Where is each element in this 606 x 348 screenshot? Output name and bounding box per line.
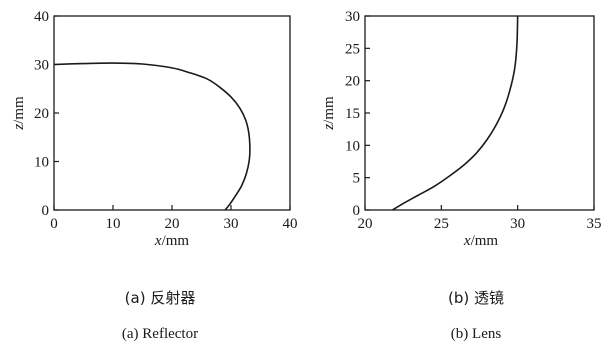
x-tick-label: 10 xyxy=(106,216,121,232)
lens-profile-line xyxy=(392,15,519,211)
y-axis-label: z/mm xyxy=(11,96,27,131)
y-tick-label: 30 xyxy=(345,9,360,25)
y-tick-label: 15 xyxy=(345,106,360,122)
x-axis-label: x/mm xyxy=(463,233,499,249)
y-tick-label: 0 xyxy=(42,203,50,219)
reflector-profile-line xyxy=(53,62,251,211)
plot-frame xyxy=(364,15,595,211)
x-axis-unit: /mm xyxy=(471,233,499,249)
y-tick-label: 0 xyxy=(353,203,361,219)
y-axis-unit: /mm xyxy=(11,96,27,124)
plot-frame xyxy=(53,15,291,211)
y-axis-unit: /mm xyxy=(321,96,337,124)
x-axis-var: x xyxy=(154,233,162,249)
y-axis-var: z xyxy=(11,124,27,131)
y-tick-label: 10 xyxy=(345,138,360,154)
x-tick-label: 20 xyxy=(358,216,373,232)
x-tick-label: 30 xyxy=(224,216,239,232)
y-tick-label: 5 xyxy=(353,171,361,187)
x-tick-label: 20 xyxy=(165,216,180,232)
tick-marks xyxy=(53,15,291,211)
x-tick-label: 25 xyxy=(434,216,449,232)
x-axis-unit: /mm xyxy=(162,233,190,249)
y-axis-var: z xyxy=(321,124,337,131)
tick-labels: 0 10 20 30 40 0 10 20 30 40 xyxy=(34,9,298,232)
x-tick-label: 40 xyxy=(283,216,298,232)
y-axis-label: z/mm xyxy=(321,96,337,131)
tick-marks xyxy=(364,15,595,211)
tick-labels: 20 25 30 35 0 5 10 15 20 25 30 xyxy=(345,9,602,232)
x-axis-label: x/mm xyxy=(154,233,190,249)
y-tick-label: 20 xyxy=(34,106,49,122)
x-tick-label: 0 xyxy=(50,216,58,232)
caption-b-chinese: (b) 透镜 xyxy=(448,289,504,307)
y-tick-label: 25 xyxy=(345,41,360,57)
caption-a-english: (a) Reflector xyxy=(122,326,198,342)
reflector-chart: 0 10 20 30 40 0 10 20 30 40 x/mm z/mm xyxy=(11,9,298,249)
y-tick-label: 40 xyxy=(34,9,49,25)
y-tick-label: 30 xyxy=(34,58,49,74)
caption-a-chinese: (a) 反射器 xyxy=(125,289,196,307)
y-tick-label: 20 xyxy=(345,74,360,90)
x-tick-label: 30 xyxy=(510,216,525,232)
x-tick-label: 35 xyxy=(587,216,602,232)
caption-b-english: (b) Lens xyxy=(451,326,502,342)
y-tick-label: 10 xyxy=(34,155,49,171)
lens-chart: 20 25 30 35 0 5 10 15 20 25 30 x/mm z/mm xyxy=(321,9,602,249)
x-axis-var: x xyxy=(463,233,471,249)
